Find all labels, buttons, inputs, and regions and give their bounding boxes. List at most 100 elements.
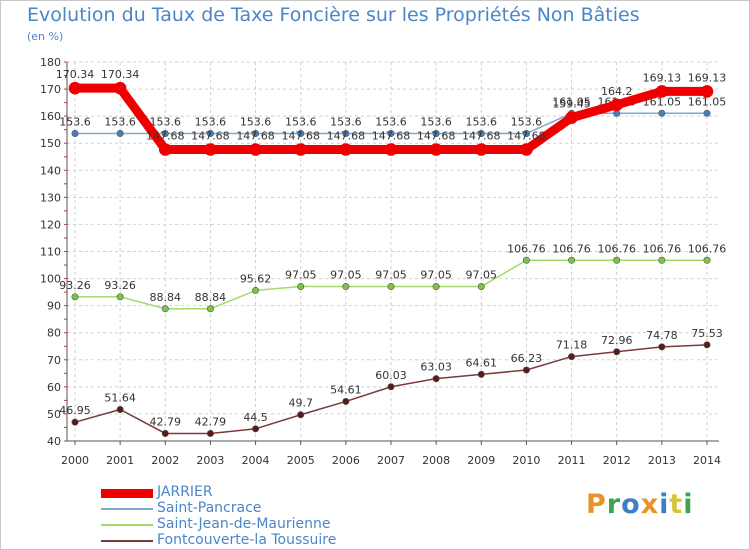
y-tick-label: 180 [40, 56, 61, 69]
data-label-jarrier: 169.13 [643, 71, 682, 84]
data-label-jarrier: 147.68 [236, 129, 275, 142]
data-point-jarrier [204, 143, 217, 156]
data-label-saint-pancrace: 153.6 [375, 115, 407, 128]
data-point-saint-pancrace [387, 129, 395, 137]
data-label-fontcouverte-la-toussuire: 42.79 [195, 415, 227, 428]
data-label-saint-pancrace: 153.6 [285, 115, 317, 128]
data-label-saint-pancrace: 153.6 [330, 115, 362, 128]
x-tick-label: 2012 [603, 454, 631, 467]
x-tick-label: 2004 [242, 454, 270, 467]
data-label-saint-jean-de-maurienne: 97.05 [375, 269, 407, 282]
data-point-jarrier [610, 98, 624, 112]
y-tick-label: 150 [40, 137, 61, 150]
data-label-jarrier: 170.34 [56, 68, 95, 81]
logo-letter: x [640, 489, 660, 520]
data-point-fontcouverte-la-toussuire [297, 411, 305, 419]
data-point-jarrier [249, 143, 262, 156]
proxiti-logo: Proxiti [586, 489, 694, 520]
data-label-jarrier: 147.68 [327, 129, 366, 142]
data-point-fontcouverte-la-toussuire [658, 343, 666, 351]
data-point-saint-pancrace [432, 129, 440, 137]
data-point-jarrier [294, 143, 308, 156]
x-tick-label: 2001 [106, 454, 134, 467]
x-tick-label: 2014 [693, 454, 721, 467]
x-tick-label: 2003 [196, 454, 224, 467]
legend-label-saint-jean: Saint-Jean-de-Maurienne [157, 516, 331, 532]
y-tick-label: 170 [40, 83, 61, 96]
data-point-saint-jean-de-maurienne [703, 256, 711, 264]
data-point-jarrier [113, 81, 127, 95]
data-point-saint-jean-de-maurienne [116, 293, 124, 301]
data-point-fontcouverte-la-toussuire [568, 353, 576, 361]
data-label-saint-jean-de-maurienne: 97.05 [466, 269, 498, 282]
chart-title: Evolution du Taux de Taxe Foncière sur l… [27, 4, 640, 26]
data-label-saint-jean-de-maurienne: 93.26 [104, 279, 136, 292]
data-label-jarrier: 147.68 [507, 129, 546, 142]
data-point-saint-jean-de-maurienne [252, 286, 260, 294]
data-label-fontcouverte-la-toussuire: 60.03 [375, 369, 407, 382]
data-point-saint-jean-de-maurienne [71, 293, 79, 301]
y-tick-label: 100 [40, 273, 61, 286]
data-label-jarrier: 147.68 [372, 129, 411, 142]
data-label-jarrier: 147.68 [417, 129, 456, 142]
data-point-fontcouverte-la-toussuire [206, 429, 214, 437]
legend-swatch-saint-pancrace [101, 508, 153, 510]
data-point-saint-jean-de-maurienne [432, 283, 440, 291]
data-point-saint-pancrace [703, 109, 711, 117]
data-point-jarrier [520, 143, 533, 156]
data-label-saint-pancrace: 153.6 [511, 115, 543, 128]
data-point-fontcouverte-la-toussuire [116, 405, 124, 413]
data-label-fontcouverte-la-toussuire: 66.23 [511, 352, 543, 365]
x-tick-label: 2006 [332, 454, 360, 467]
data-point-saint-pancrace [297, 129, 305, 137]
data-point-fontcouverte-la-toussuire [432, 375, 440, 383]
data-label-jarrier: 147.68 [462, 129, 501, 142]
data-label-saint-jean-de-maurienne: 88.84 [195, 291, 227, 304]
data-label-saint-jean-de-maurienne: 97.05 [420, 269, 452, 282]
data-point-saint-jean-de-maurienne [297, 283, 305, 291]
data-point-jarrier [655, 85, 669, 98]
data-point-fontcouverte-la-toussuire [613, 348, 621, 356]
data-label-fontcouverte-la-toussuire: 44.5 [243, 411, 268, 424]
y-tick-label: 40 [47, 435, 61, 448]
x-tick-label: 2010 [512, 454, 540, 467]
data-label-fontcouverte-la-toussuire: 64.61 [466, 356, 498, 369]
legend-label-jarrier: JARRIER [157, 484, 213, 500]
data-point-saint-pancrace [477, 129, 485, 137]
data-label-fontcouverte-la-toussuire: 63.03 [420, 361, 452, 374]
data-label-jarrier: 147.68 [191, 129, 230, 142]
data-point-saint-jean-de-maurienne [522, 256, 530, 264]
data-point-saint-jean-de-maurienne [568, 256, 576, 264]
data-point-jarrier [474, 143, 488, 156]
data-label-fontcouverte-la-toussuire: 72.96 [601, 334, 633, 347]
data-label-saint-jean-de-maurienne: 106.76 [643, 242, 682, 255]
data-point-fontcouverte-la-toussuire [387, 383, 395, 391]
data-point-jarrier [158, 143, 172, 156]
y-tick-label: 140 [40, 164, 61, 177]
data-point-saint-pancrace [116, 129, 124, 137]
data-label-saint-pancrace: 153.6 [104, 115, 136, 128]
x-tick-label: 2005 [287, 454, 315, 467]
data-point-saint-pancrace [522, 129, 530, 137]
y-axis-unit-label: (en %) [27, 30, 64, 43]
data-label-fontcouverte-la-toussuire: 71.18 [556, 339, 588, 352]
legend-swatch-saint-jean [101, 524, 153, 526]
data-point-saint-jean-de-maurienne [161, 305, 169, 313]
data-label-saint-pancrace: 153.6 [59, 115, 91, 128]
data-point-saint-pancrace [71, 129, 79, 137]
x-tick-label: 2013 [648, 454, 676, 467]
data-label-fontcouverte-la-toussuire: 74.78 [646, 329, 678, 342]
x-tick-label: 2009 [467, 454, 495, 467]
y-tick-label: 50 [47, 408, 61, 421]
logo-letter: P [586, 489, 607, 520]
legend-label-saint-pancrace: Saint-Pancrace [157, 500, 262, 516]
data-label-jarrier: 169.13 [688, 71, 727, 84]
data-label-fontcouverte-la-toussuire: 75.53 [691, 327, 723, 340]
data-point-fontcouverte-la-toussuire [252, 425, 260, 433]
logo-letter: i [659, 489, 670, 520]
x-tick-label: 2008 [422, 454, 450, 467]
legend-item-jarrier: JARRIER [101, 484, 391, 501]
logo-letter: i [683, 489, 694, 520]
